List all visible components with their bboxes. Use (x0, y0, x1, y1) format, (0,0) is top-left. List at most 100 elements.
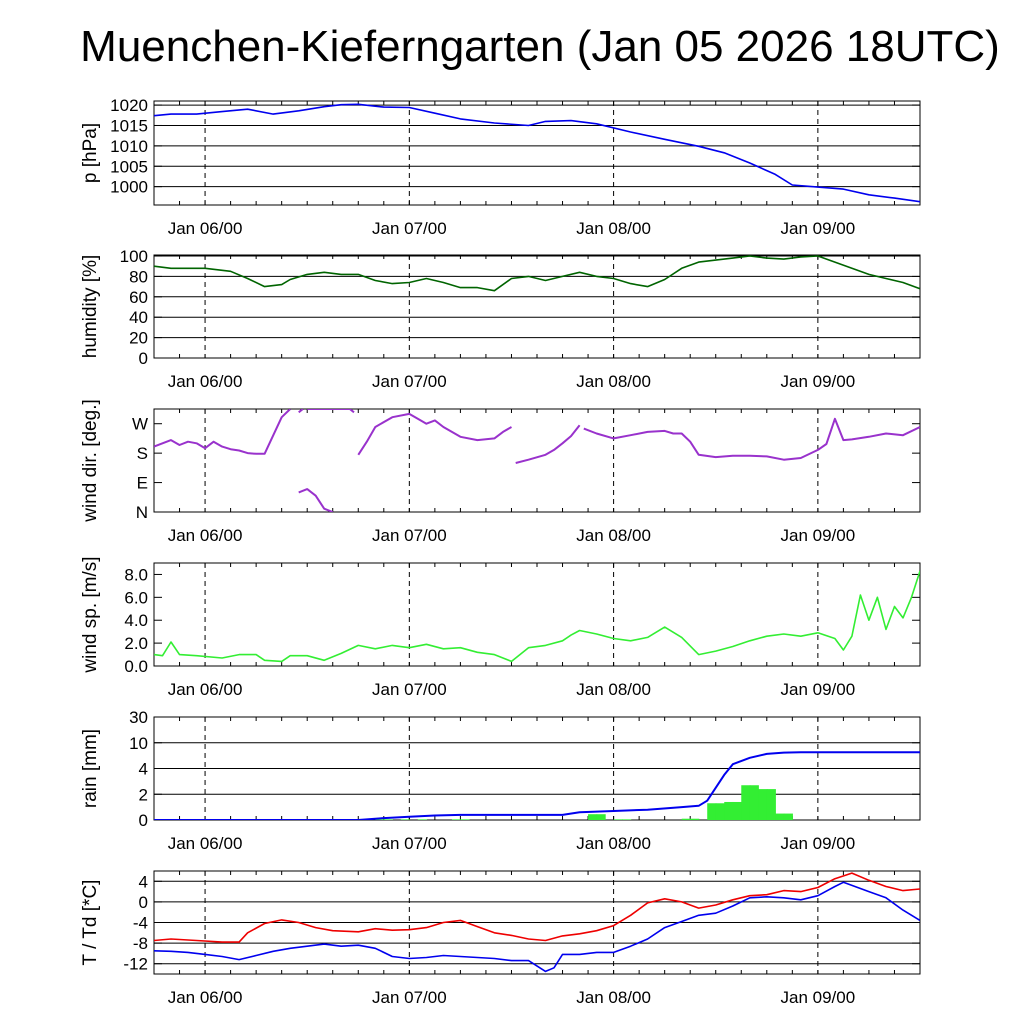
rain-bar (400, 819, 410, 820)
series-line-1 (154, 872, 920, 943)
rain-bar (783, 813, 793, 820)
y-tick-label: N (136, 503, 148, 522)
y-tick-label: 0 (139, 349, 148, 368)
x-tick-label: Jan 07/00 (372, 526, 447, 545)
y-tick-label: 10 (129, 734, 148, 753)
series-line (357, 412, 512, 456)
rain-bar (460, 819, 470, 820)
x-tick-label: Jan 09/00 (781, 219, 856, 238)
rain-bar (707, 803, 717, 820)
plot-frame (153, 100, 921, 206)
cumulative-rain-line (154, 751, 920, 820)
y-tick-label: S (137, 444, 148, 463)
rain-bar (681, 818, 691, 820)
rain-bar (588, 814, 598, 820)
plot-frame (153, 562, 921, 667)
y-tick-label: W (132, 415, 148, 434)
panel-4: 0.0 2.0 4.0 6.0 8.0 Jan 06/00 Jan 07/00 Jan 08/… (80, 556, 921, 699)
y-tick-label: -12 (123, 955, 148, 974)
rain-bar (749, 785, 759, 820)
y-tick-label: 1005 (110, 157, 148, 176)
plot-area (154, 255, 920, 292)
rain-bar (732, 801, 742, 820)
y-axis-label: wind dir. [deg.] (80, 399, 101, 523)
rain-bar (613, 819, 623, 820)
y-axis-label: T / Td [*C] (80, 880, 101, 966)
y-tick-label: 8.0 (124, 565, 148, 584)
x-tick-label: Jan 06/00 (168, 834, 243, 853)
y-tick-label: 6.0 (124, 588, 148, 607)
y-axis-label: p [hPa] (80, 123, 101, 183)
y-axis-label: humidity [%] (80, 255, 101, 358)
plot-area (154, 409, 920, 512)
x-tick-label: Jan 08/00 (576, 219, 651, 238)
y-tick-label: 60 (129, 288, 148, 307)
series-line (154, 409, 291, 455)
plot-area (154, 872, 920, 973)
x-tick-label: Jan 07/00 (372, 219, 447, 238)
series-line (515, 424, 581, 464)
series-line-1 (154, 570, 920, 663)
y-tick-label: 40 (129, 308, 148, 327)
y-tick-label: 1000 (110, 178, 148, 197)
rain-bar (417, 819, 427, 820)
y-axis-label: rain [mm] (80, 729, 101, 808)
x-tick-label: Jan 07/00 (372, 680, 447, 699)
rain-bar (766, 789, 776, 820)
series-line-2 (154, 881, 920, 973)
rain-bar (724, 801, 734, 820)
plot-frame (153, 254, 921, 359)
x-tick-label: Jan 06/00 (168, 372, 243, 391)
rain-bar (375, 819, 385, 820)
x-tick-label: Jan 09/00 (781, 526, 856, 545)
y-tick-label: E (137, 474, 148, 493)
x-tick-label: Jan 09/00 (781, 988, 856, 1007)
x-tick-label: Jan 07/00 (372, 988, 447, 1007)
rain-bar (596, 814, 606, 820)
plot-area (154, 570, 920, 663)
y-tick-label: -4 (133, 914, 148, 933)
rain-bar (622, 819, 632, 820)
y-tick-label: 4.0 (124, 611, 148, 630)
x-tick-label: Jan 09/00 (781, 372, 856, 391)
x-tick-label: Jan 06/00 (168, 219, 243, 238)
x-tick-label: Jan 06/00 (168, 526, 243, 545)
x-tick-label: Jan 09/00 (781, 680, 856, 699)
y-tick-label: 0.0 (124, 657, 148, 676)
y-tick-label: 1015 (110, 116, 148, 135)
panel-5: 0 2 4 10 30 Jan 06/00 Jan 07/00 Jan 08/00 Jan 09… (80, 708, 921, 853)
series-line-1 (154, 103, 920, 203)
y-tick-label: 20 (129, 329, 148, 348)
x-tick-label: Jan 08/00 (576, 680, 651, 699)
y-tick-label: 2 (139, 785, 148, 804)
x-tick-label: Jan 07/00 (372, 834, 447, 853)
chart-title: Muenchen-Kieferngarten (Jan 05 2026 18UT… (80, 22, 1000, 71)
x-tick-label: Jan 08/00 (576, 834, 651, 853)
rain-bar (690, 818, 700, 820)
y-tick-label: 0 (139, 811, 148, 830)
rain-bar (758, 789, 768, 820)
x-tick-label: Jan 08/00 (576, 988, 651, 1007)
rain-bar (741, 785, 751, 820)
plot-area (154, 751, 920, 820)
rain-bar (451, 819, 461, 820)
x-tick-label: Jan 06/00 (168, 988, 243, 1007)
y-tick-label: 100 (120, 247, 148, 266)
y-tick-label: 1010 (110, 137, 148, 156)
y-tick-label: 1020 (110, 96, 148, 115)
series-line (298, 488, 334, 512)
series-line (307, 409, 355, 414)
rain-bar (715, 803, 725, 820)
x-tick-label: Jan 08/00 (576, 372, 651, 391)
y-axis-label: wind sp. [m/s] (80, 556, 101, 673)
x-tick-label: Jan 06/00 (168, 680, 243, 699)
rain-bar (775, 813, 785, 820)
y-tick-label: 2.0 (124, 634, 148, 653)
x-tick-label: Jan 09/00 (781, 834, 856, 853)
panel-6: -12 -8-4 0 4 Jan 06/00 Jan 07/00 Jan 08/00 Jan … (80, 870, 921, 1007)
x-tick-label: Jan 07/00 (372, 372, 447, 391)
